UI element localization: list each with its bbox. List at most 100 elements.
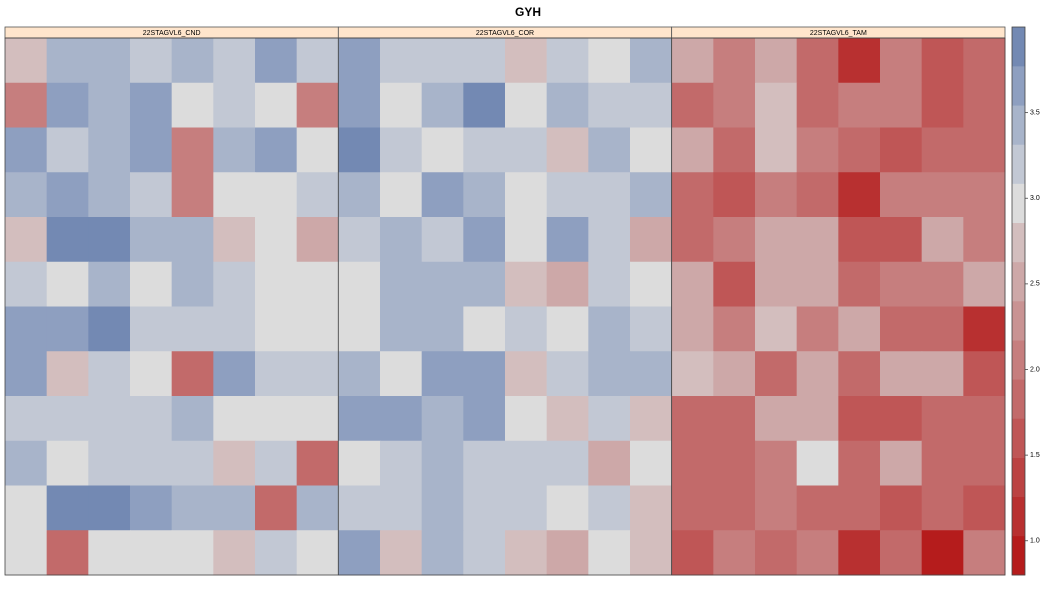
heat-cell (380, 172, 423, 218)
heat-cell (463, 261, 506, 307)
heat-cell (88, 217, 131, 263)
heat-cell (546, 127, 589, 173)
heat-cell (546, 351, 589, 397)
heat-cell (380, 217, 423, 263)
heat-cell (130, 530, 173, 576)
heat-cell (380, 38, 423, 84)
heat-cell (921, 82, 964, 128)
heat-cell (505, 485, 548, 531)
heat-cell (380, 440, 423, 486)
key-step (1012, 27, 1025, 67)
heat-cell (921, 306, 964, 352)
heat-cell (671, 440, 714, 486)
heat-cell (421, 172, 464, 218)
heat-cell (921, 261, 964, 307)
heat-cell (588, 530, 631, 576)
key-tick-label: 1.5 (1030, 452, 1040, 459)
heat-cell (838, 172, 881, 218)
heat-cell (963, 82, 1006, 128)
heat-cell (46, 172, 89, 218)
heat-cell (505, 530, 548, 576)
heat-cell (630, 217, 673, 263)
heat-cell (171, 217, 214, 263)
heat-cell (588, 485, 631, 531)
heat-cell (963, 351, 1006, 397)
heat-cell (630, 485, 673, 531)
heat-cell (88, 82, 131, 128)
heat-cell (505, 38, 548, 84)
heat-cell (421, 82, 464, 128)
heat-cell (505, 261, 548, 307)
heat-cell (130, 485, 173, 531)
heat-cell (838, 82, 881, 128)
heat-cell (880, 217, 923, 263)
key-step (1012, 183, 1025, 224)
heat-cell (421, 396, 464, 442)
heat-cell (755, 440, 798, 486)
heat-cell (630, 306, 673, 352)
heat-cell (5, 38, 48, 84)
heat-cell (713, 306, 756, 352)
heat-cell (713, 82, 756, 128)
heat-cell (880, 351, 923, 397)
key-step (1012, 105, 1025, 145)
heat-cell (338, 440, 381, 486)
heat-cell (963, 38, 1006, 84)
heat-cell (296, 351, 339, 397)
heat-cell (588, 38, 631, 84)
heat-cell (255, 82, 298, 128)
heat-cell (588, 82, 631, 128)
heat-cell (713, 217, 756, 263)
heat-cell (421, 217, 464, 263)
heat-cell (713, 485, 756, 531)
heat-cell (296, 82, 339, 128)
heat-cell (213, 261, 256, 307)
heat-cell (88, 485, 131, 531)
heat-cell (46, 351, 89, 397)
heat-cell (880, 485, 923, 531)
heat-cell (421, 530, 464, 576)
heat-cell (88, 530, 131, 576)
heat-cell (171, 306, 214, 352)
heat-cell (588, 261, 631, 307)
heat-cell (88, 440, 131, 486)
key-step (1012, 457, 1025, 498)
strip-label: 22STAGVL6_TAM (810, 30, 867, 37)
heat-cell (5, 396, 48, 442)
heat-cell (255, 396, 298, 442)
heat-cell (5, 530, 48, 576)
heat-cell (421, 351, 464, 397)
heat-cell (380, 485, 423, 531)
heat-cell (296, 396, 339, 442)
heat-cell (713, 396, 756, 442)
heat-cell (713, 172, 756, 218)
heat-cell (755, 82, 798, 128)
heat-cell (796, 306, 839, 352)
heat-cell (5, 82, 48, 128)
heat-cell (713, 351, 756, 397)
key-step (1012, 301, 1025, 341)
heat-cell (671, 306, 714, 352)
heat-cell (588, 351, 631, 397)
heat-cell (546, 530, 589, 576)
heat-cell (880, 82, 923, 128)
heat-cell (796, 38, 839, 84)
heat-cell (46, 261, 89, 307)
heat-cell (505, 351, 548, 397)
heat-cell (755, 217, 798, 263)
heat-cell (755, 351, 798, 397)
heat-cell (255, 261, 298, 307)
heat-cell (838, 530, 881, 576)
heat-cell (338, 127, 381, 173)
heat-cell (171, 485, 214, 531)
heat-cell (671, 396, 714, 442)
heat-cell (213, 306, 256, 352)
heat-cell (421, 306, 464, 352)
heat-cell (213, 82, 256, 128)
heat-cell (46, 396, 89, 442)
heat-cell (171, 440, 214, 486)
heat-cell (5, 485, 48, 531)
heat-cell (88, 172, 131, 218)
heat-cell (338, 306, 381, 352)
key-step (1012, 222, 1025, 263)
